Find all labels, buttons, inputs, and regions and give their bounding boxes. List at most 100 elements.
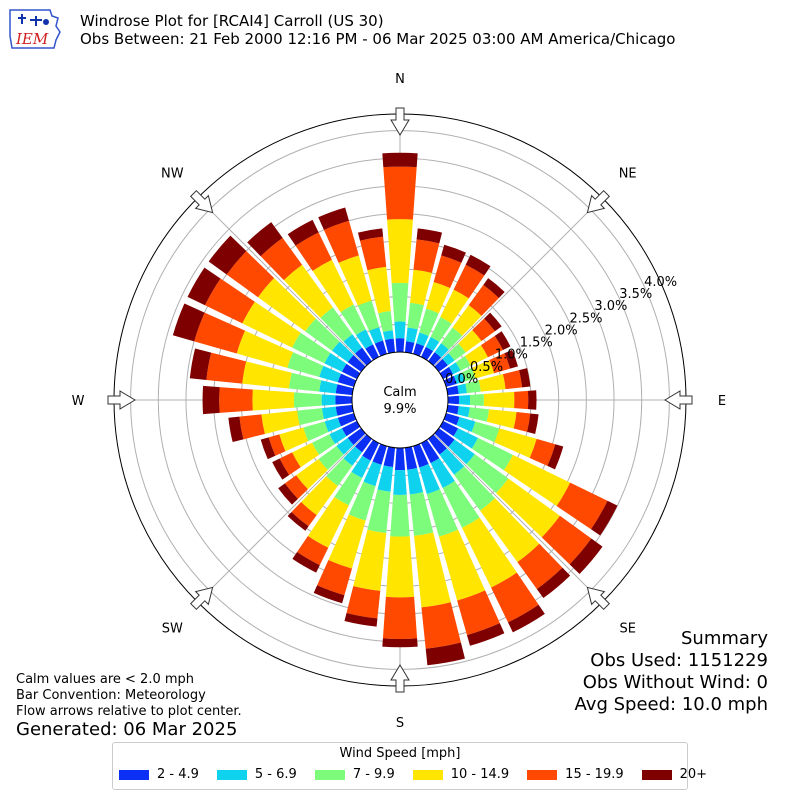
wind-bar-segment (287, 219, 319, 246)
legend-item: 20+ (641, 767, 707, 782)
compass-arrow-icon (390, 664, 410, 693)
compass-label-s: S (396, 716, 404, 731)
radial-tick-label: 0.0% (445, 372, 478, 387)
radial-tick-labels: 0.0%0.5%1.0%1.5%2.0%2.5%3.0%3.5%4.0% (445, 275, 677, 387)
compass-arrow-icon (586, 586, 611, 611)
compass-label-w: W (72, 394, 85, 409)
wind-bar-segment (443, 375, 457, 387)
wind-bar-segment (328, 514, 366, 569)
wind-bar-segment (204, 278, 255, 324)
legend-item: 7 - 9.9 (314, 767, 395, 782)
wind-bar-segment (382, 330, 394, 341)
radial-tick-label: 3.0% (594, 299, 627, 314)
wind-bar-segment (590, 500, 618, 536)
radial-tick-label: 2.0% (545, 323, 578, 338)
wind-bar-segment (340, 304, 366, 336)
wind-bar-segment (337, 373, 357, 387)
wind-bar-segment (194, 312, 246, 354)
wind-bar-segment (419, 308, 439, 336)
compass-directions: N NE E SE S SW W NW (72, 72, 727, 731)
wind-bar-segment (426, 489, 459, 537)
wind-bar-segment (425, 336, 440, 352)
calm-circle (351, 351, 449, 449)
legend-item: 2 - 4.9 (119, 767, 199, 782)
wind-bar-segment (462, 517, 517, 588)
chart-subtitle: Obs Between: 21 Feb 2000 12:16 PM - 06 M… (80, 30, 676, 48)
wind-bar-segment (457, 590, 500, 636)
wind-bar-segment (279, 452, 301, 476)
wind-bar-segment (287, 511, 309, 531)
wind-bar-segment (494, 331, 511, 351)
wind-bar-segment (425, 642, 465, 666)
legend-swatch (119, 769, 149, 780)
wind-bar-segment (341, 363, 361, 380)
wind-bar-segment (556, 482, 608, 530)
wind-bar-segment (228, 416, 244, 443)
wind-bar-segment (569, 538, 603, 574)
legend-label: 7 - 9.9 (352, 767, 395, 782)
legend-label: 15 - 19.9 (565, 767, 624, 782)
wind-bar-segment (547, 444, 564, 470)
wind-bar-segment (189, 348, 212, 380)
wind-bar-segment (319, 365, 342, 383)
wind-bar-segment (341, 420, 361, 437)
radial-tick-label: 4.0% (644, 275, 677, 290)
wind-bars (172, 152, 618, 666)
wind-bar-segment (391, 282, 409, 322)
wind-bar-segment (362, 439, 380, 461)
wind-bar-segment (359, 236, 387, 271)
flow-arrows-note: Flow arrows relative to plot center. (16, 704, 242, 719)
wind-bar-segment (293, 392, 322, 408)
wind-bar-segment (442, 480, 480, 528)
wind-bar-segment (394, 447, 406, 471)
wind-bar-segment (503, 454, 571, 507)
wind-bar-segment (455, 356, 471, 371)
wind-bar-segment (335, 395, 353, 405)
wind-bar-segment (527, 390, 537, 410)
wind-bar-segment (313, 585, 345, 604)
wind-bar-segment (468, 284, 499, 316)
wind-bar-segment (428, 352, 442, 366)
wind-bar-segment (441, 244, 466, 263)
wind-bar-segment (343, 334, 363, 354)
wind-bar-segment (428, 434, 447, 455)
wind-bar-segment (457, 383, 468, 394)
wind-bar-segment (323, 220, 359, 263)
legend-items: 2 - 4.9 5 - 6.9 7 - 9.9 10 - 14.9 15 - 1… (119, 767, 707, 782)
wind-bar-segment (208, 235, 247, 275)
wind-bar-segment (480, 498, 540, 563)
wind-bar-segment (291, 502, 317, 527)
wind-bar-segment (307, 497, 349, 548)
wind-bar-segment (363, 461, 382, 487)
legend-swatch (527, 769, 558, 780)
compass-label-n: N (395, 72, 405, 87)
wind-bar-segment (454, 466, 496, 511)
wind-bar-segment (447, 395, 460, 405)
wind-bar-segment (413, 443, 429, 468)
wind-bar-segment (287, 352, 324, 377)
radial-tick-label: 1.5% (520, 336, 553, 351)
wind-bar-segment (187, 267, 221, 306)
calm-label: Calm (383, 385, 416, 400)
wind-bar-segment (385, 536, 415, 598)
compass-label-se: SE (619, 622, 635, 637)
wind-bar-segment (457, 406, 470, 418)
wind-bar-segment (296, 458, 328, 490)
wind-bar-segment (351, 455, 371, 479)
wind-bar-segment (347, 355, 366, 372)
wind-bar-segment (337, 413, 357, 427)
wind-bar-segment (494, 428, 537, 459)
wind-bar-segment (242, 361, 292, 389)
wind-bar-segment (372, 443, 387, 465)
radial-tick-label: 2.5% (570, 311, 603, 326)
wind-bar-segment (347, 428, 366, 445)
wind-bar-segment (409, 492, 434, 536)
compass-label-nw: NW (161, 166, 184, 181)
wind-bar-segment (260, 437, 276, 460)
wind-bar-segment (334, 471, 363, 506)
legend-swatch (641, 769, 672, 780)
wind-bar-segment (367, 266, 391, 314)
wind-bar-segment (377, 465, 394, 492)
wind-bar-segment (278, 483, 298, 505)
wind-bar-segment (496, 478, 560, 538)
